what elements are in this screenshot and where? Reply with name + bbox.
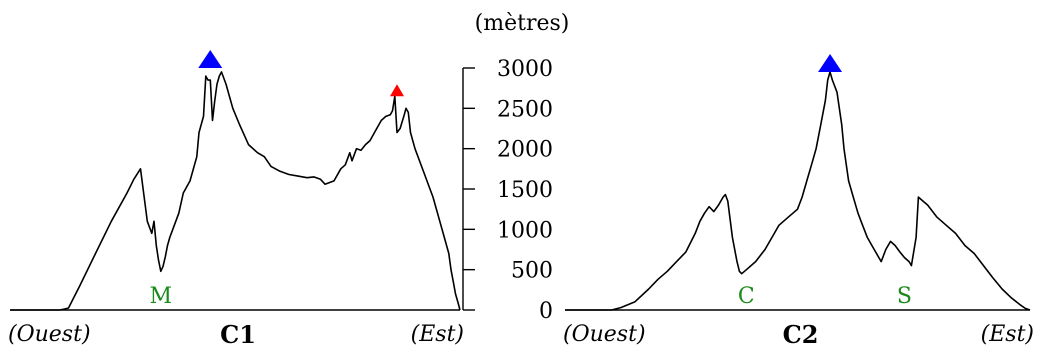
- summit-triangle-icon: [198, 50, 223, 68]
- y-axis-tick-label: 0: [539, 299, 553, 324]
- profile-c2-east-label: (Est): [981, 322, 1034, 347]
- y-axis: 0 500 1000 1500 2000 2500 3000 (mètres): [462, 11, 570, 324]
- profile-c1-east-label: (Est): [411, 322, 464, 347]
- profile-panel-c1: M (Ouest) C1 (Est): [8, 50, 464, 349]
- summit-triangle-icon: [818, 54, 843, 73]
- profile-c1-peaks: [198, 50, 404, 97]
- y-axis-tick-label: 1000: [497, 218, 553, 243]
- profile-c2-curve: [565, 71, 1031, 311]
- profile-c1-curve: [10, 71, 461, 311]
- y-axis-tick-label: 500: [511, 259, 553, 284]
- y-axis-tick-label: 3000: [497, 57, 553, 82]
- profile-c1-markers: M: [149, 284, 172, 309]
- profile-c2-name: C2: [783, 320, 819, 349]
- y-axis-unit-label: (mètres): [475, 11, 570, 36]
- profile-c1-west-label: (Ouest): [8, 322, 91, 347]
- profile-marker-label: M: [149, 284, 172, 309]
- y-axis-tick-label: 2000: [497, 138, 553, 163]
- profile-c2-peaks: [818, 54, 843, 73]
- y-axis-tick-label: 1500: [497, 178, 553, 203]
- secondary-summit-triangle-icon: [390, 84, 404, 97]
- profile-c1-name: C1: [220, 320, 256, 349]
- profile-marker-label: C: [738, 284, 755, 309]
- y-axis-ticks: 0 500 1000 1500 2000 2500 3000: [463, 57, 553, 324]
- profile-marker-label: S: [897, 284, 912, 309]
- y-axis-tick-label: 2500: [497, 97, 553, 122]
- profile-c2-west-label: (Ouest): [563, 322, 646, 347]
